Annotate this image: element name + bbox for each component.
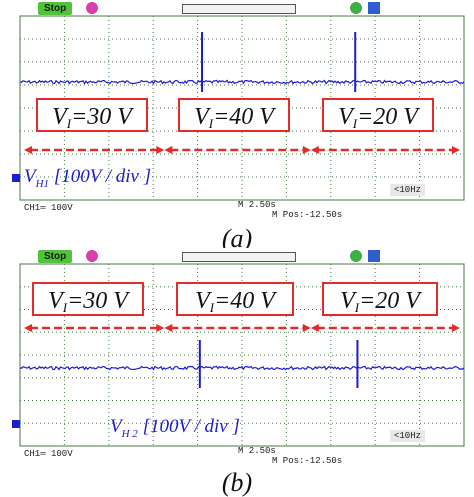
trace-label: VH1 [100V / div ] bbox=[24, 166, 152, 190]
memory-bar-icon bbox=[182, 252, 296, 262]
arrowhead-left-3 bbox=[310, 146, 319, 154]
status-stop-badge: Stop bbox=[38, 2, 73, 15]
channel-readout: CH1═ 100V bbox=[24, 449, 73, 459]
channel-marker bbox=[12, 420, 20, 428]
timebase-readout: M 2.50s bbox=[238, 446, 276, 456]
arrowhead-right-1 bbox=[156, 146, 165, 154]
print-icon bbox=[368, 250, 380, 262]
grid-frame bbox=[19, 263, 465, 447]
segment-label-1: VI=30 V bbox=[32, 282, 144, 316]
arrowhead-left-1 bbox=[24, 146, 32, 154]
status-stop-badge: Stop bbox=[38, 250, 73, 263]
segment-label-1: VI=30 V bbox=[36, 98, 148, 132]
segment-label-3: VI=20 V bbox=[322, 282, 438, 316]
signal-trace bbox=[19, 365, 465, 371]
settings-icon bbox=[350, 250, 362, 262]
timebase-readout: M 2.50s bbox=[238, 200, 276, 210]
memory-bar-icon bbox=[182, 4, 296, 14]
trigger-icon bbox=[86, 2, 98, 14]
print-icon bbox=[368, 2, 380, 14]
segment-label-3: VI=20 V bbox=[322, 98, 434, 132]
caption-b: (b) bbox=[221, 468, 253, 497]
scope-panel-a: Stop VI=30 V VI=40 V VI=20 V VH1 [100V /… bbox=[2, 0, 472, 222]
arrowhead-right-3 bbox=[452, 324, 460, 332]
frequency-readout: <10Hz bbox=[390, 430, 426, 442]
grid-frame bbox=[19, 15, 465, 201]
channel-readout: CH1═ 100V bbox=[24, 203, 73, 213]
arrowhead-right-3 bbox=[452, 146, 460, 154]
arrowhead-right-2 bbox=[302, 324, 311, 332]
scope-plot-b bbox=[12, 263, 465, 447]
segment-label-2: VI=40 V bbox=[178, 98, 290, 132]
caption-a: (a) bbox=[221, 224, 253, 253]
position-readout: M Pos:-12.50s bbox=[272, 456, 343, 466]
arrowhead-left-3 bbox=[310, 324, 319, 332]
settings-icon bbox=[350, 2, 362, 14]
segment-label-2: VI=40 V bbox=[176, 282, 294, 316]
arrowhead-right-1 bbox=[156, 324, 165, 332]
channel-marker bbox=[12, 174, 20, 182]
frequency-readout: <10Hz bbox=[390, 184, 426, 196]
scope-panel-b: Stop VI=30 V VI=40 V VI=20 V VH 2 [100V … bbox=[2, 248, 472, 468]
arrowhead-left-2 bbox=[164, 324, 173, 332]
trigger-icon bbox=[86, 250, 98, 262]
trace-label: VH 2 [100V / div ] bbox=[110, 416, 240, 440]
position-readout: M Pos:-12.50s bbox=[272, 210, 343, 220]
arrowhead-left-1 bbox=[24, 324, 32, 332]
arrowhead-right-2 bbox=[302, 146, 311, 154]
arrowhead-left-2 bbox=[164, 146, 173, 154]
signal-trace bbox=[19, 79, 465, 85]
